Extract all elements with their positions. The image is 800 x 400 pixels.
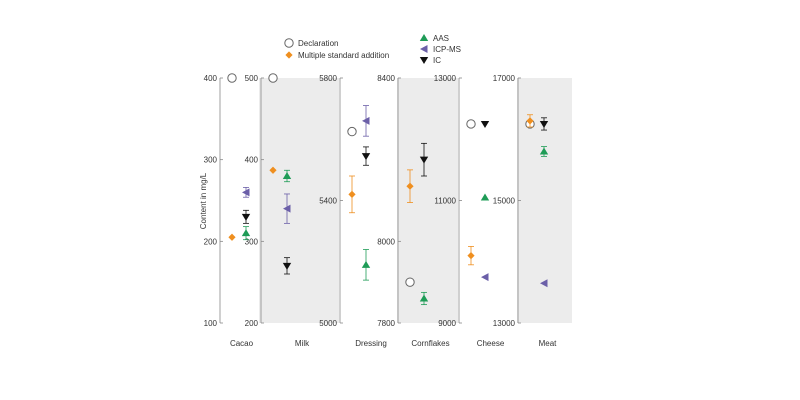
- legend-icpms-marker: [420, 45, 428, 53]
- category-label: Cheese: [477, 339, 505, 348]
- ic-point: [282, 262, 292, 270]
- legend-aas-marker: [419, 34, 429, 41]
- declaration-point: [405, 277, 415, 287]
- ic-point: [480, 120, 490, 128]
- y-tick-label: 5800: [319, 74, 337, 83]
- aas-point: [539, 147, 549, 155]
- y-tick-label: 17000: [493, 74, 516, 83]
- msa-point: [348, 190, 356, 198]
- legend-msa-marker: [285, 51, 293, 59]
- y-tick-label: 200: [245, 319, 259, 328]
- y-tick-label: 100: [204, 319, 218, 328]
- y-tick-label: 7800: [377, 319, 395, 328]
- y-tick-label: 8400: [377, 74, 395, 83]
- y-tick-label: 500: [245, 74, 259, 83]
- category-label: Cornflakes: [411, 339, 449, 348]
- category-label: Dressing: [355, 339, 387, 348]
- icpms-point: [283, 204, 291, 213]
- y-axis-label: Content in mg/L: [199, 172, 208, 229]
- msa-point: [406, 182, 414, 190]
- panel-background-meat: [517, 78, 572, 323]
- icpms-point: [481, 273, 489, 282]
- y-tick-label: 13000: [493, 319, 516, 328]
- legend-ic-marker: [419, 57, 429, 64]
- y-tick-label: 11000: [434, 197, 456, 206]
- icpms-point: [540, 279, 548, 288]
- legend: Declaration Multiple standard addition AAS…: [284, 34, 461, 65]
- y-tick-label: 300: [204, 156, 218, 165]
- axes: 100 200 300 400 Cacao 200 300 400 500 Milk 5000 540…: [204, 74, 558, 348]
- aas-point: [282, 172, 292, 179]
- msa-point: [467, 252, 475, 260]
- aas-point: [241, 229, 251, 237]
- legend-aas-label: AAS: [433, 34, 449, 43]
- msa-point: [269, 166, 277, 174]
- y-tick-label: 400: [245, 156, 259, 165]
- y-tick-label: 300: [245, 237, 259, 246]
- panel-backgrounds: [259, 78, 572, 323]
- legend-msa-label: Multiple standard addition: [298, 51, 389, 60]
- msa-point: [228, 233, 236, 241]
- category-label: Meat: [539, 339, 558, 348]
- panel-background-milk: [259, 78, 339, 323]
- legend-declaration-marker: [284, 38, 294, 48]
- legend-ic-label: IC: [433, 56, 441, 65]
- ic-point: [539, 120, 549, 128]
- aas-point: [480, 193, 490, 201]
- declaration-point: [268, 73, 278, 83]
- y-tick-label: 400: [204, 74, 218, 83]
- legend-icpms-label: ICP-MS: [433, 45, 461, 54]
- y-tick-label: 9000: [438, 319, 456, 328]
- ic-point: [419, 156, 429, 164]
- y-tick-label: 200: [204, 237, 218, 246]
- y-tick-label: 13000: [434, 74, 457, 83]
- category-label: Milk: [295, 339, 310, 348]
- aas-point: [361, 260, 371, 268]
- declaration-point: [347, 126, 357, 137]
- msa-point: [526, 117, 534, 125]
- declaration-point: [227, 73, 237, 83]
- y-tick-label: 15000: [493, 197, 516, 206]
- icpms-point: [362, 116, 370, 125]
- y-tick-label: 5000: [319, 319, 337, 328]
- ic-point: [361, 153, 371, 161]
- category-label: Cacao: [230, 339, 254, 348]
- icpms-point: [242, 188, 250, 197]
- y-tick-label: 8000: [377, 237, 395, 246]
- legend-declaration-label: Declaration: [298, 39, 338, 48]
- ic-point: [241, 213, 251, 221]
- data-marks: [227, 73, 549, 306]
- y-tick-label: 5400: [319, 197, 337, 206]
- aas-point: [419, 294, 429, 302]
- declaration-point: [466, 119, 476, 129]
